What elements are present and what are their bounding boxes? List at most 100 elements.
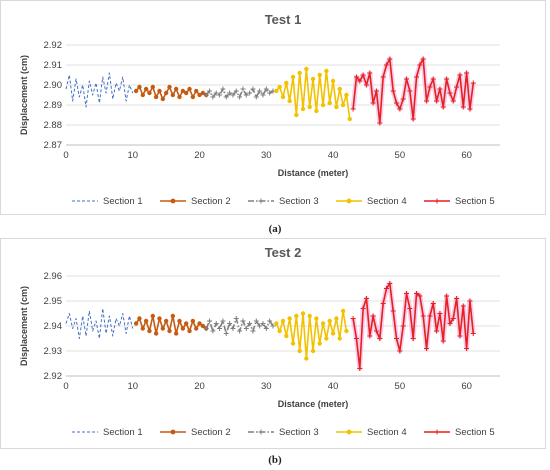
legend-label: Section 4 <box>367 196 407 207</box>
series-line <box>275 310 348 360</box>
data-point <box>263 86 269 92</box>
data-point <box>233 316 239 321</box>
data-point <box>373 328 379 334</box>
data-point <box>363 296 369 301</box>
data-point <box>280 94 286 100</box>
data-point <box>217 92 223 98</box>
data-point <box>150 84 155 90</box>
data-point <box>434 328 440 334</box>
legend-item: Section 2 <box>160 196 231 207</box>
data-point <box>377 336 383 341</box>
series-layer <box>65 281 476 371</box>
data-point <box>373 88 379 94</box>
data-point <box>274 321 279 326</box>
x-tick-label: 50 <box>395 150 406 161</box>
data-point <box>304 66 309 72</box>
data-point <box>444 293 450 299</box>
data-point <box>207 318 213 324</box>
data-point <box>404 291 410 296</box>
data-point <box>290 74 296 80</box>
data-point <box>437 86 443 92</box>
chart-frame <box>0 238 546 449</box>
data-point <box>230 92 236 98</box>
data-point <box>190 318 196 324</box>
data-point <box>294 313 299 319</box>
y-tick-label: 2.92 <box>44 371 63 382</box>
x-axis-label: Distance (meter) <box>278 168 349 178</box>
data-point <box>404 76 410 82</box>
data-point <box>310 348 316 354</box>
legend-item: Section 1 <box>72 427 143 438</box>
data-point <box>194 88 199 94</box>
data-point <box>387 56 393 62</box>
series-5 <box>350 56 476 126</box>
data-point <box>390 88 396 94</box>
legend-item: Section 3 <box>248 196 319 207</box>
data-point <box>357 78 363 84</box>
legend-label: Section 1 <box>103 427 143 438</box>
series-2 <box>133 313 209 336</box>
legend-item: Section 5 <box>424 196 495 207</box>
legend-label: Section 1 <box>103 196 143 207</box>
data-point <box>360 72 366 78</box>
data-point <box>213 90 219 96</box>
data-point <box>163 90 169 96</box>
data-point <box>470 80 476 86</box>
legend-item: Section 4 <box>336 427 407 438</box>
data-point <box>230 326 236 331</box>
data-point <box>327 318 332 324</box>
legend-marker <box>170 198 176 204</box>
data-point <box>160 96 166 102</box>
data-point <box>307 104 312 110</box>
legend-marker <box>434 429 440 435</box>
data-point <box>407 306 413 311</box>
legend-item: Section 2 <box>160 427 231 438</box>
y-tick-label: 2.88 <box>44 120 63 131</box>
data-point <box>414 74 420 80</box>
x-tick-label: 50 <box>395 381 406 392</box>
data-point <box>274 88 279 94</box>
data-point <box>320 321 326 326</box>
data-point <box>253 318 259 324</box>
data-point <box>297 70 302 76</box>
data-point <box>454 296 460 301</box>
data-point <box>414 291 420 296</box>
data-point <box>137 84 142 90</box>
data-point <box>427 84 433 90</box>
series-line <box>65 72 134 108</box>
legend-label: Section 5 <box>455 196 495 207</box>
x-tick-label: 60 <box>461 150 472 161</box>
legend-item: Section 3 <box>248 427 319 438</box>
data-point <box>197 92 202 98</box>
y-tick-label: 2.93 <box>44 346 63 357</box>
data-point <box>450 98 456 104</box>
data-point <box>324 336 329 341</box>
legend-item: Section 1 <box>72 196 143 207</box>
x-tick-label: 20 <box>194 150 205 161</box>
data-point <box>330 78 336 84</box>
legend: Section 1 Section 2 Section 3 Section 4 Sect… <box>72 196 495 207</box>
series-layer <box>65 56 476 126</box>
data-point <box>327 100 332 106</box>
data-point <box>197 321 202 326</box>
data-point <box>243 326 249 331</box>
data-point <box>340 308 346 314</box>
legend-label: Section 2 <box>191 427 231 438</box>
data-point <box>330 331 336 336</box>
data-point <box>450 316 456 321</box>
legend-marker <box>346 198 352 204</box>
data-point <box>300 106 306 112</box>
legend-marker <box>346 429 352 435</box>
data-point <box>340 102 346 108</box>
data-point <box>390 308 396 314</box>
data-point <box>430 76 436 82</box>
data-point <box>434 98 440 104</box>
x-tick-label: 30 <box>261 381 272 392</box>
data-point <box>240 318 246 324</box>
chart-panel-test-2: Test 2 2.92 2.93 2.94 2.95 2.96 0 10 20 30 40 50 6… <box>0 238 546 449</box>
data-point <box>314 108 319 114</box>
data-point <box>353 74 359 80</box>
legend-label: Section 3 <box>279 196 319 207</box>
y-tick-label: 2.92 <box>44 40 63 51</box>
